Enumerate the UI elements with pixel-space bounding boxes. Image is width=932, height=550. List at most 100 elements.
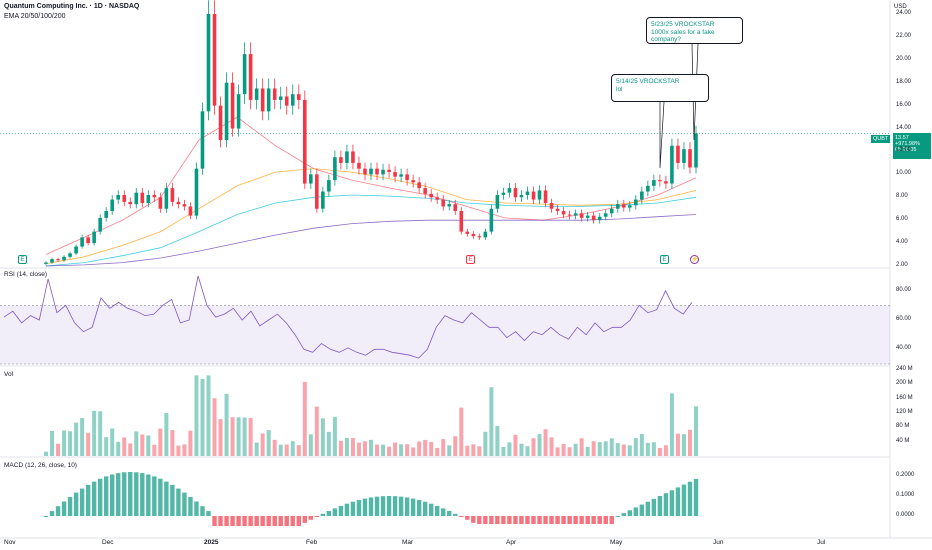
candle-body: [682, 149, 686, 163]
candle-body: [549, 203, 554, 209]
candle-body: [393, 172, 397, 177]
volume-bar: [266, 430, 271, 456]
macd-histogram-bar: [332, 508, 338, 516]
volume-bar: [56, 443, 61, 456]
macd-histogram-bar: [567, 516, 572, 524]
volume-bar: [122, 437, 127, 456]
macd-histogram-bar: [140, 473, 145, 516]
callout-note-2-line-1: 5/23/25 VROCKSTAR: [651, 21, 715, 28]
volume-bar: [68, 431, 73, 456]
price-change: +971.98%: [895, 141, 920, 147]
macd-histogram-bar: [603, 516, 608, 524]
candle-body: [80, 237, 84, 247]
candle-body: [98, 217, 102, 232]
candle-body: [465, 231, 470, 234]
candle-body: [694, 133, 698, 168]
symbol-price-tag[interactable]: QUBT: [871, 135, 891, 143]
macd-histogram-bar: [675, 487, 681, 516]
candle-body: [483, 231, 488, 238]
currency-label[interactable]: USD: [894, 4, 907, 10]
candle-body: [676, 145, 680, 163]
ema-line: [45, 214, 697, 267]
candle-body: [597, 216, 602, 221]
volume-bar: [561, 443, 566, 456]
candle-body: [327, 180, 331, 192]
volume-bar: [591, 441, 596, 456]
macd-histogram-bar: [633, 507, 639, 516]
candle-body: [603, 213, 608, 217]
macd-histogram-bar: [537, 516, 542, 524]
candle-body: [435, 197, 440, 200]
volume-bar: [687, 429, 692, 456]
rsi-pane-title[interactable]: RSI (14, close): [4, 271, 47, 278]
callout-note-2[interactable]: 5/23/25 VROCKSTAR 1000x sales for a fake…: [646, 17, 743, 44]
macd-histogram-bar: [236, 516, 241, 526]
macd-histogram-bar: [266, 516, 271, 526]
volume-bar: [236, 417, 241, 456]
volume-bar: [603, 441, 608, 456]
flash-event-icon[interactable]: ⚡: [690, 255, 699, 264]
volume-bar: [128, 443, 133, 456]
volume-bar: [218, 419, 223, 456]
macd-histogram-bar: [212, 516, 217, 526]
volume-bar: [501, 446, 506, 456]
last-price-box[interactable]: 13.57 +971.98% 05:28:05: [893, 133, 931, 159]
volume-bar: [200, 378, 205, 456]
volume-bar: [489, 387, 494, 456]
candle-body: [688, 149, 692, 168]
volume-bar: [92, 410, 97, 456]
macd-histogram-bar: [645, 501, 651, 516]
callout-note-1-line-2: lol: [616, 85, 623, 93]
volume-bar: [435, 447, 440, 456]
macd-histogram-bar: [97, 478, 103, 516]
volume-bar: [405, 444, 410, 456]
price-axis-tick: 22.00: [896, 32, 912, 39]
rsi-axis-tick: 60.00: [896, 316, 912, 322]
volume-bar: [152, 444, 157, 456]
earnings-event-icon[interactable]: E: [466, 255, 475, 264]
macd-histogram-bar: [663, 493, 669, 516]
price-axis-tick: 8.00: [896, 193, 908, 200]
macd-histogram-bar: [627, 510, 632, 516]
price-axis-tick: 14.00: [896, 124, 912, 131]
macd-histogram-bar: [525, 516, 530, 524]
candle-body: [68, 253, 72, 257]
macd-histogram-bar: [284, 516, 289, 526]
macd-histogram-bar: [416, 500, 422, 516]
volume-bar: [627, 445, 632, 456]
macd-histogram-bar: [230, 516, 235, 526]
macd-histogram-bar: [441, 508, 446, 516]
price-axis-tick: 4.00: [896, 239, 908, 246]
candle-body: [260, 88, 265, 112]
volume-bar: [417, 441, 422, 456]
macd-histogram-bar: [501, 516, 506, 524]
macd-histogram-bar: [561, 516, 566, 524]
macd-histogram-bar: [519, 516, 524, 524]
macd-histogram-bar: [392, 496, 398, 516]
volume-pane-title[interactable]: Vol: [4, 371, 14, 378]
macd-pane-title[interactable]: MACD (12, 26, close, 10): [4, 462, 77, 469]
time-axis-tick: Feb: [306, 539, 318, 546]
volume-bar: [531, 438, 536, 456]
volume-bar: [597, 442, 602, 456]
callout-note-1-line-1: 5/14/25 VROCKSTAR: [616, 78, 680, 85]
candle-body: [447, 204, 452, 207]
earnings-event-icon[interactable]: E: [660, 255, 669, 264]
candle-body: [573, 213, 578, 216]
volume-bar: [356, 442, 361, 456]
volume-bar: [694, 406, 698, 456]
earnings-event-icon[interactable]: E: [18, 255, 27, 264]
volume-bar: [543, 429, 548, 456]
volume-bar: [362, 441, 367, 456]
ema-legend[interactable]: EMA 20/50/100/200: [4, 13, 66, 20]
volume-bar: [585, 446, 590, 456]
macd-histogram-bar: [49, 511, 55, 516]
macd-histogram-bar: [67, 496, 73, 516]
macd-histogram-bar: [513, 516, 518, 524]
macd-histogram-bar: [146, 474, 151, 516]
volume-bar: [164, 413, 169, 456]
callout-note-1[interactable]: 5/14/25 VROCKSTAR lol: [611, 74, 709, 102]
volume-bar: [290, 441, 295, 456]
